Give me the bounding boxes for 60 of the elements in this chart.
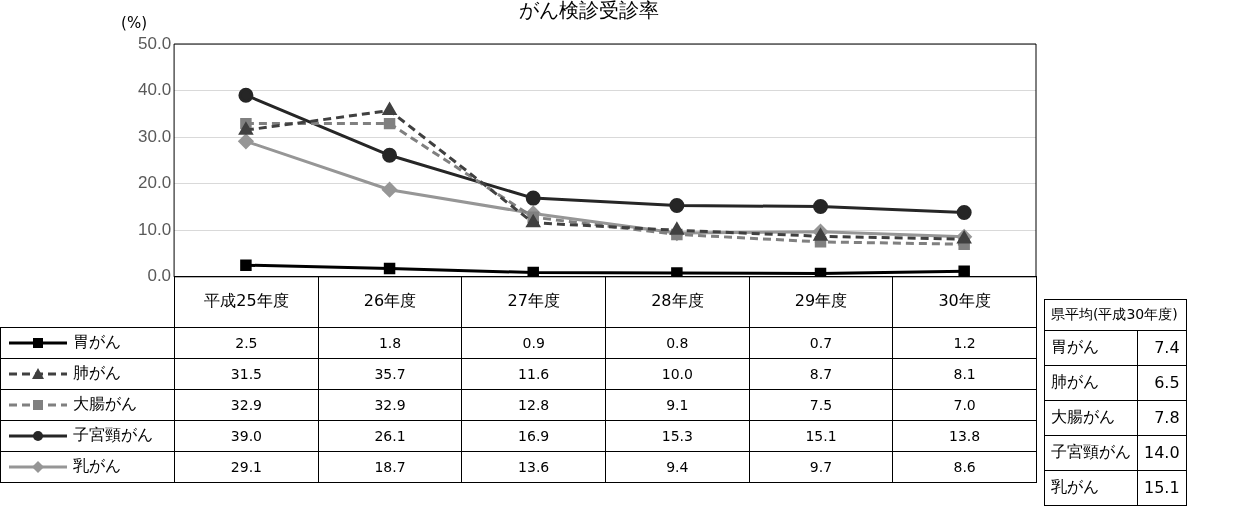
- data-label: 8.1: [892, 358, 1037, 390]
- text: 子宮頸がん: [1044, 435, 1138, 471]
- text: 7.4: [1137, 330, 1187, 366]
- data-label: 0.7: [749, 327, 893, 359]
- data-label: 29.1: [174, 451, 319, 483]
- x-tick-label: 30年度: [892, 276, 1037, 328]
- x-tick-label: 29年度: [749, 276, 893, 328]
- data-label: 7.5: [749, 389, 893, 421]
- data-label: 18.7: [318, 451, 462, 483]
- data-label: 9.1: [605, 389, 750, 421]
- data-label: 13.6: [461, 451, 606, 483]
- y-axis-title: (%): [121, 14, 148, 32]
- x-tick-label: 27年度: [461, 276, 606, 328]
- data-label: 32.9: [174, 389, 319, 421]
- data-label: 10.0: [605, 358, 750, 390]
- legend-label: 乳がん: [0, 451, 175, 483]
- legend-label: 胃がん: [0, 327, 175, 359]
- y-tick-label: 40.0: [137, 80, 172, 100]
- text: 乳がん: [1044, 470, 1138, 506]
- data-label: 8.6: [892, 451, 1037, 483]
- data-label: 15.1: [749, 420, 893, 452]
- y-tick-label: 20.0: [137, 173, 172, 193]
- data-label: 32.9: [318, 389, 462, 421]
- text: 大腸がん: [1044, 400, 1138, 436]
- data-label: 9.7: [749, 451, 893, 483]
- data-label: 16.9: [461, 420, 606, 452]
- y-tick-label: 10.0: [137, 219, 172, 239]
- chart-title: がん検診受診率: [519, 0, 659, 23]
- x-tick-label: 28年度: [605, 276, 750, 328]
- data-label: 8.7: [749, 358, 893, 390]
- x-tick-label: 26年度: [318, 276, 462, 328]
- y-tick-label: 30.0: [137, 126, 172, 146]
- data-label: 2.5: [174, 327, 319, 359]
- text: 15.1: [1137, 470, 1187, 506]
- data-label: 0.8: [605, 327, 750, 359]
- data-label: 15.3: [605, 420, 750, 452]
- data-label: 35.7: [318, 358, 462, 390]
- x-tick-label: 平成25年度: [174, 276, 319, 328]
- data-label: 1.8: [318, 327, 462, 359]
- y-tick-label: 50.0: [137, 33, 172, 53]
- text: 7.8: [1137, 400, 1187, 436]
- text: 6.5: [1137, 365, 1187, 401]
- data-label: 31.5: [174, 358, 319, 390]
- text: 胃がん: [1044, 330, 1138, 366]
- data-label: 7.0: [892, 389, 1037, 421]
- legend-label: 肺がん: [0, 358, 175, 390]
- text: 肺がん: [1044, 365, 1138, 401]
- data-label: 1.2: [892, 327, 1037, 359]
- data-label: 11.6: [461, 358, 606, 390]
- legend-label: 子宮頸がん: [0, 420, 175, 452]
- text: 県平均(平成30年度): [1044, 299, 1187, 331]
- text: 14.0: [1137, 435, 1187, 471]
- data-label: 13.8: [892, 420, 1037, 452]
- data-label: 26.1: [318, 420, 462, 452]
- y-tick-label: 0.0: [147, 266, 172, 286]
- data-label: 12.8: [461, 389, 606, 421]
- data-label: 39.0: [174, 420, 319, 452]
- data-label: 9.4: [605, 451, 750, 483]
- legend-label: 大腸がん: [0, 389, 175, 421]
- data-label: 0.9: [461, 327, 606, 359]
